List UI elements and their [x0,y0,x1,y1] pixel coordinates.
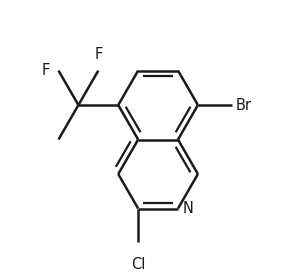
Text: F: F [42,63,50,78]
Text: Br: Br [236,98,252,113]
Text: F: F [94,47,102,62]
Text: Cl: Cl [131,257,145,272]
Text: N: N [183,201,194,216]
